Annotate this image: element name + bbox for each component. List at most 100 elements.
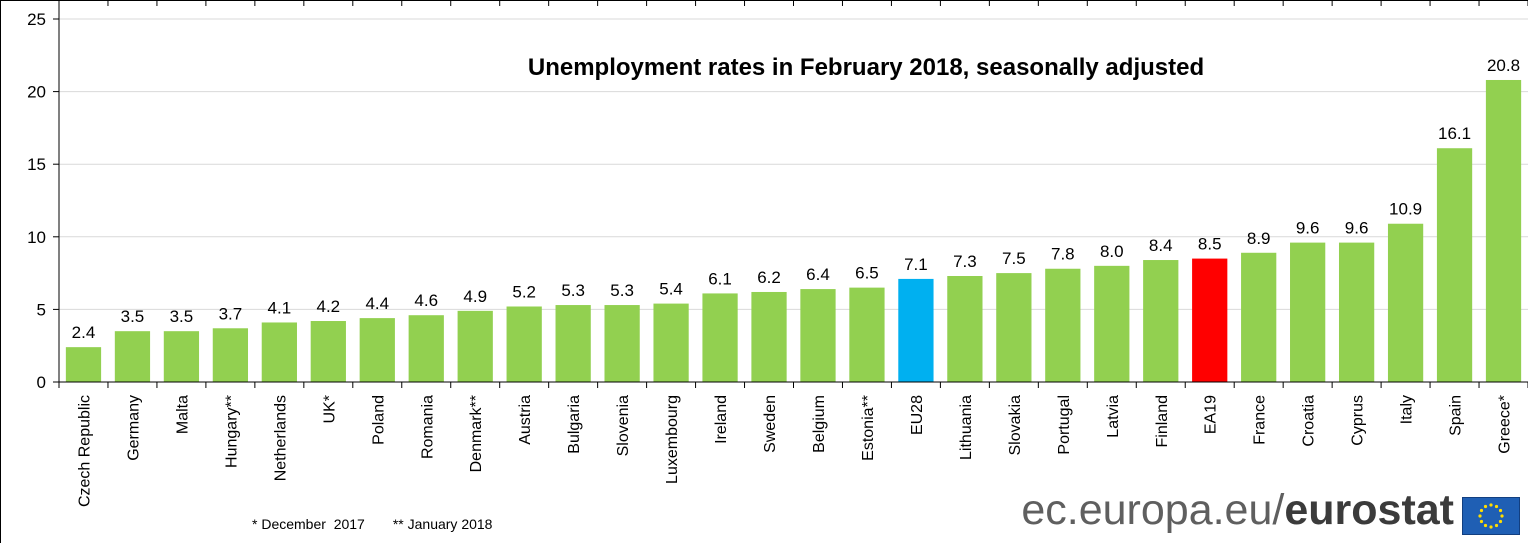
data-label: 7.1	[904, 255, 928, 274]
bar	[1485, 79, 1522, 382]
bar	[1436, 148, 1473, 382]
bar	[212, 328, 249, 382]
data-label: 9.6	[1296, 219, 1320, 238]
flag-star	[1494, 504, 1499, 509]
category-label: Malta	[174, 395, 191, 434]
data-label: 4.9	[463, 287, 487, 306]
eurostat-logo-text: ec.europa.eu/eurostat	[1021, 488, 1454, 532]
category-label: Italy	[1399, 395, 1416, 424]
category-label: Portugal	[1056, 395, 1073, 455]
bar	[506, 306, 542, 382]
data-label: 4.4	[365, 294, 389, 313]
footnote-december: * December 2017	[252, 516, 365, 532]
category-label: EA19	[1203, 395, 1220, 434]
chart-title: Unemployment rates in February 2018, sea…	[528, 54, 1204, 81]
data-label: 5.3	[561, 281, 585, 300]
flag-star	[1483, 523, 1488, 528]
bar	[800, 289, 836, 382]
category-label: Latvia	[1105, 395, 1122, 438]
data-label: 3.7	[219, 304, 243, 323]
data-label: 6.4	[806, 265, 830, 284]
category-label: Finland	[1154, 395, 1171, 447]
y-tick-label: 15	[27, 155, 46, 174]
data-label: 4.6	[414, 291, 438, 310]
bar	[1290, 242, 1326, 382]
category-label: EU28	[909, 395, 926, 435]
category-label: Lithuania	[958, 395, 975, 460]
y-tick-label: 10	[27, 228, 46, 247]
y-tick-label: 0	[37, 373, 46, 392]
bar	[751, 291, 787, 382]
flag-star	[1489, 503, 1493, 507]
bar	[996, 273, 1032, 382]
eu-flag-icon	[1462, 497, 1520, 535]
data-label: 8.0	[1100, 242, 1124, 261]
data-label: 2.4	[72, 323, 96, 342]
category-label: Germany	[125, 395, 142, 461]
data-label: 10.9	[1389, 200, 1422, 219]
category-label: Ireland	[713, 395, 730, 444]
bar	[555, 305, 591, 382]
category-label: Denmark**	[468, 395, 485, 472]
bar	[1192, 258, 1228, 382]
bar	[310, 321, 346, 382]
data-label: 16.1	[1438, 124, 1471, 143]
bar	[702, 293, 738, 382]
data-label: 5.2	[512, 282, 536, 301]
bar	[1338, 242, 1375, 382]
flag-star	[1483, 504, 1488, 509]
y-tick-label: 20	[27, 83, 46, 102]
footnote-january: ** January 2018	[392, 516, 493, 532]
data-label: 4.2	[316, 297, 340, 316]
category-label: Belgium	[811, 395, 828, 453]
data-label: 6.2	[757, 268, 781, 287]
bar	[1045, 268, 1081, 382]
bar	[1387, 223, 1424, 382]
bar	[65, 347, 102, 382]
y-tick-label: 25	[27, 10, 46, 29]
bar	[359, 318, 395, 382]
flag-star	[1479, 519, 1484, 524]
category-label: Poland	[370, 395, 387, 445]
data-label: 3.5	[121, 307, 145, 326]
brand-domain: ec.europa.eu/	[1021, 486, 1285, 534]
data-label: 20.8	[1487, 56, 1520, 75]
category-labels: Czech Republic Germany Malta Hungary** Nethe…	[76, 395, 1513, 507]
bar	[1241, 252, 1277, 382]
bars	[65, 79, 1522, 382]
flag-star	[1494, 523, 1499, 528]
category-label: Czech Republic	[76, 395, 93, 507]
bar	[457, 310, 493, 382]
footnotes: * December 2017 ** January 2018	[252, 516, 520, 532]
category-label: Bulgaria	[566, 395, 583, 454]
category-label: Greece*	[1497, 395, 1514, 454]
category-label: Netherlands	[272, 395, 289, 481]
flag-star	[1478, 514, 1482, 518]
bar	[1094, 265, 1130, 382]
category-label: Croatia	[1301, 395, 1318, 447]
data-label: 7.8	[1051, 245, 1075, 264]
flag-star	[1479, 508, 1484, 513]
data-label: 8.5	[1198, 235, 1222, 254]
flag-star	[1498, 508, 1503, 513]
bar	[849, 287, 885, 382]
data-label: 9.6	[1345, 219, 1369, 238]
bar	[408, 315, 444, 382]
category-label: Luxembourg	[664, 395, 681, 484]
category-label: Slovakia	[1007, 395, 1024, 456]
bar	[114, 331, 151, 382]
flag-star	[1489, 525, 1493, 529]
data-label: 8.9	[1247, 229, 1271, 248]
gridlines	[59, 18, 1528, 310]
category-label: UK*	[321, 395, 338, 423]
flag-star	[1498, 519, 1503, 524]
data-label: 6.5	[855, 264, 879, 283]
category-label: Romania	[419, 395, 436, 459]
data-labels: 2.4 3.5 3.5 3.7 4.1 4.2 4.4 4.6 4.9 5.2 5.3 5.3 5.4 6…	[72, 56, 1520, 342]
data-label: 8.4	[1149, 236, 1173, 255]
data-label: 6.1	[708, 269, 732, 288]
bar	[898, 278, 934, 382]
bar	[163, 331, 200, 382]
